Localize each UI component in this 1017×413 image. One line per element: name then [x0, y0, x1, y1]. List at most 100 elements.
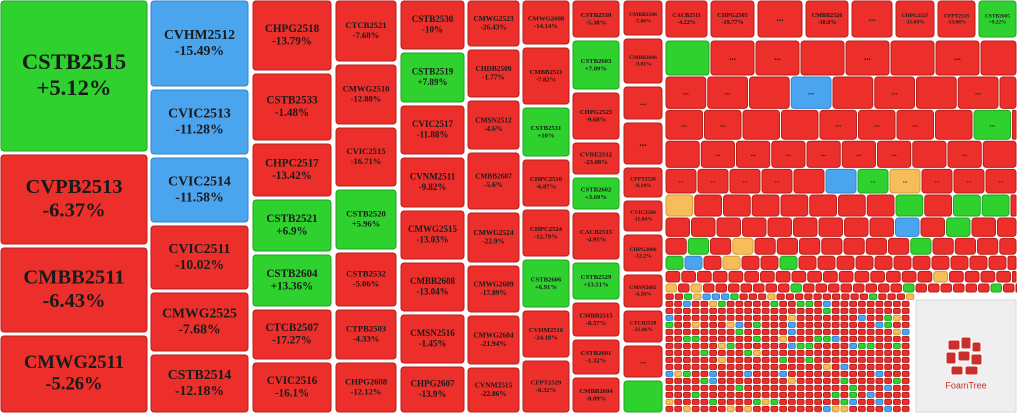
tile-name: CSTB2514 [168, 367, 232, 382]
tile [691, 391, 700, 398]
tile [814, 300, 822, 307]
tile [779, 349, 787, 356]
tile [400, 52, 465, 103]
tile [697, 168, 729, 194]
tile [753, 328, 761, 335]
tile [770, 356, 779, 363]
tile [742, 217, 767, 237]
tile [849, 328, 857, 335]
tile [779, 342, 787, 349]
tile-change: +5.96% [352, 219, 381, 229]
tile [796, 405, 805, 412]
tile [840, 349, 849, 356]
tile-name: CSTB2515 [22, 49, 126, 74]
tile [917, 270, 933, 283]
tile-change: -1.48% [275, 107, 309, 119]
tile [700, 377, 709, 384]
more-label: ... [808, 88, 814, 97]
tile-name: CMWG2510 [343, 84, 390, 94]
tile [858, 349, 866, 356]
tile [832, 76, 874, 109]
tile [947, 140, 982, 168]
tile-name: CVIC2514 [168, 174, 231, 189]
tile-name: CHDB2509 [476, 64, 512, 73]
tile [849, 335, 857, 342]
tile-change: -13.04% [416, 286, 448, 296]
tile [823, 307, 831, 314]
tile-change: -12.18% [175, 383, 224, 398]
tile [775, 270, 791, 283]
tile [840, 363, 849, 370]
tile-name: CMWG2523 [473, 14, 513, 23]
tile [875, 363, 884, 370]
tile [949, 270, 964, 283]
tile [840, 356, 849, 363]
tile [805, 363, 814, 370]
tile [796, 370, 805, 377]
tile [709, 335, 717, 342]
watermark: FoamTree [945, 380, 986, 390]
tile [674, 356, 682, 363]
tile [674, 405, 682, 412]
tile [522, 259, 570, 308]
tile [964, 270, 980, 283]
tile [709, 328, 717, 335]
tile-change: -1.77% [482, 73, 505, 82]
tile [726, 349, 735, 356]
tile [978, 0, 1017, 38]
tile [779, 391, 787, 398]
tile-change: -12.88% [351, 94, 382, 104]
tile [665, 398, 674, 405]
tile [893, 405, 901, 412]
tile [946, 217, 971, 237]
tile [875, 342, 884, 349]
tile-change: +7.89% [418, 77, 448, 87]
tile [849, 384, 857, 391]
tile-change: -6.37% [42, 200, 105, 222]
tile [814, 314, 822, 321]
tile [858, 398, 866, 405]
tile [796, 307, 805, 314]
tile [757, 0, 803, 38]
tile [684, 293, 693, 300]
tile [691, 405, 700, 412]
tile [814, 321, 822, 328]
tile [912, 140, 947, 168]
tile [858, 363, 866, 370]
tile [875, 321, 884, 328]
tile [709, 405, 717, 412]
more-label: ... [864, 52, 871, 62]
tile [709, 300, 717, 307]
tile [665, 168, 697, 194]
tile [700, 335, 709, 342]
tile [937, 0, 976, 38]
tile [726, 384, 735, 391]
tile [150, 225, 249, 290]
tile [788, 398, 796, 405]
tile [901, 349, 910, 356]
tile [709, 384, 717, 391]
tile [838, 194, 866, 217]
tile-change: -4.26% [634, 292, 652, 298]
tile [866, 349, 875, 356]
tile [150, 292, 249, 352]
tile-name: CVRE2512 [580, 151, 613, 158]
tile [665, 342, 674, 349]
tile-change: -9.68% [586, 117, 607, 124]
tile [840, 342, 849, 349]
tile [875, 377, 884, 384]
tile [665, 349, 674, 356]
tile [893, 342, 901, 349]
tile [718, 300, 726, 307]
tile [884, 342, 892, 349]
logo-cell [945, 351, 957, 365]
tile [845, 40, 890, 76]
tile-change: -22.86% [480, 389, 506, 398]
logo-cell [970, 353, 983, 366]
tile [726, 314, 735, 321]
tile [400, 314, 465, 364]
tile-change: -7.66% [634, 19, 652, 25]
tile [866, 342, 875, 349]
tile [665, 307, 674, 314]
tile [788, 363, 796, 370]
